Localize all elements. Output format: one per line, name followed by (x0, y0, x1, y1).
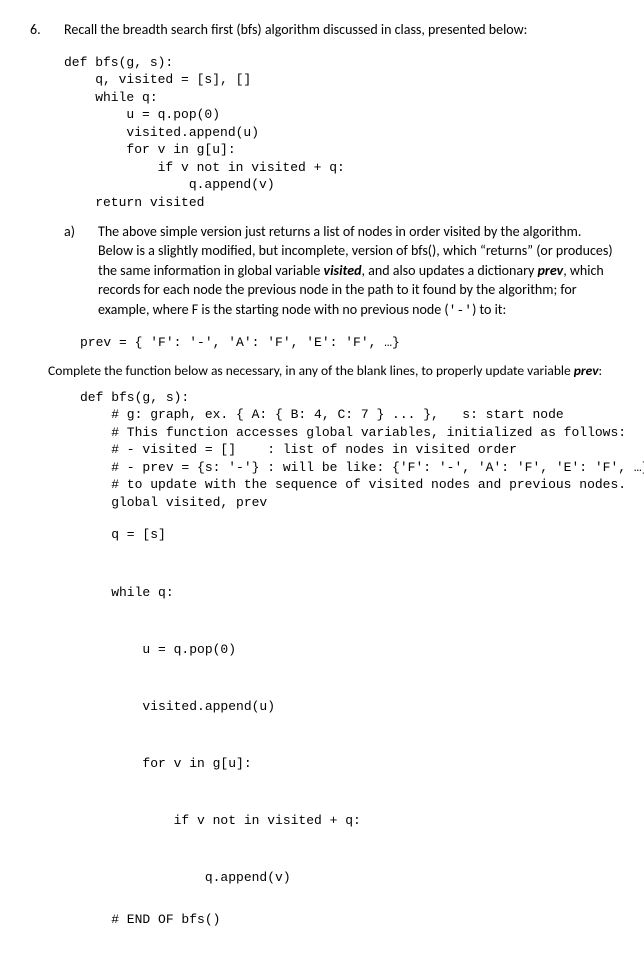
complete-instruction: Complete the function below as necessary… (48, 362, 614, 381)
code-block-2-end: # END OF bfs() (80, 911, 614, 929)
part-a-label: a) (64, 222, 98, 242)
visited-word: visited (324, 262, 362, 279)
complete-instr-2: : (599, 362, 603, 379)
intro-text: Recall the breadth search first (bfs) al… (64, 20, 614, 40)
prev-word: prev (538, 262, 564, 279)
part-a-text-2: , and also updates a dictionary (362, 262, 538, 279)
dash-literal: '-' (449, 303, 472, 318)
part-a-text-4: ) to it: (472, 301, 506, 318)
part-a-paragraph: The above simple version just returns a … (98, 222, 614, 321)
complete-instr-1: Complete the function below as necessary… (48, 362, 574, 379)
code-block-2-body: q = [s] while q: u = q.pop(0) visited.ap… (80, 521, 614, 893)
prev-word-2: prev (574, 362, 599, 379)
question-number: 6. (30, 20, 64, 40)
prev-example-code: prev = { 'F': '-', 'A': 'F', 'E': 'F', …… (80, 334, 614, 352)
code-block-1: def bfs(g, s): q, visited = [s], [] whil… (64, 54, 614, 212)
code-block-2-head: def bfs(g, s): # g: graph, ex. { A: { B:… (80, 389, 614, 512)
